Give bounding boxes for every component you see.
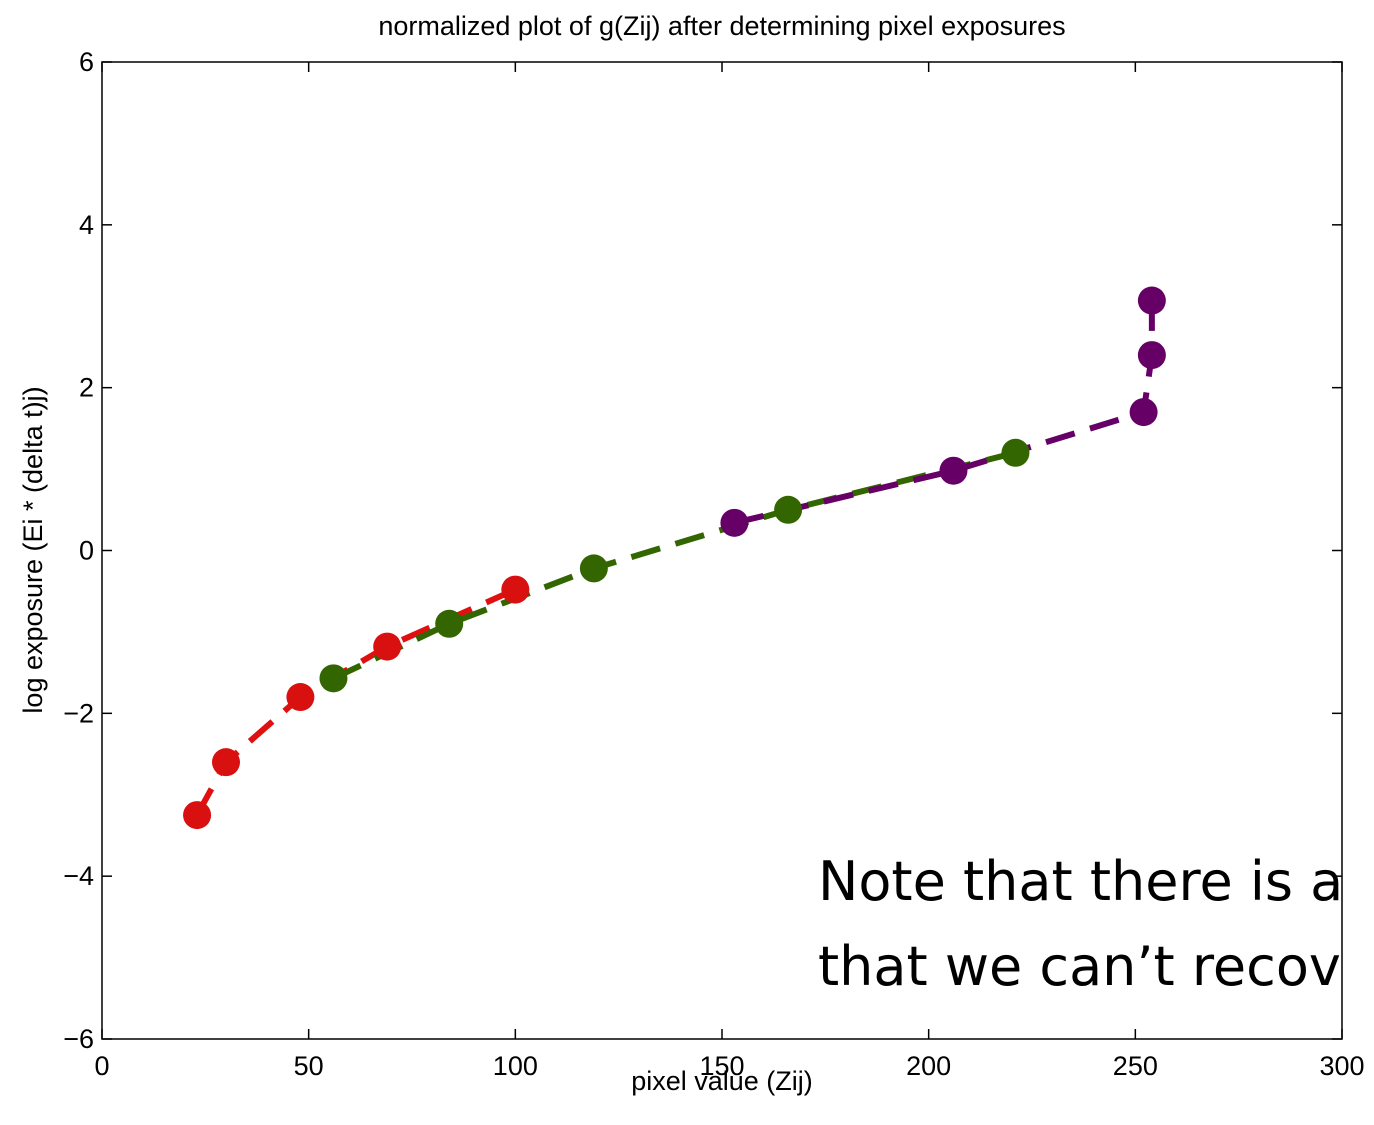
plot-markers: [183, 286, 1166, 830]
plot-lines: [194, 300, 1155, 817]
data-point-series-1: [183, 801, 212, 830]
series-line-3: [733, 300, 1155, 526]
series-line-2: [332, 449, 1017, 682]
data-point-series-1: [286, 683, 315, 712]
data-point-series-2: [774, 495, 803, 524]
x-tick-label: 150: [699, 1051, 744, 1081]
x-tick-label: 250: [1113, 1051, 1158, 1081]
x-tick-label: 100: [493, 1051, 538, 1081]
series-line-1: [194, 586, 517, 817]
data-point-series-2: [1001, 438, 1030, 467]
x-tick-label: 50: [294, 1051, 324, 1081]
x-axis-label: pixel value (Zij): [631, 1066, 813, 1096]
y-axis-label: log exposure (Ei * (delta t)j): [18, 386, 48, 713]
axis-tick-labels: 0 50 100 150 200 250 300 −6 −4 −2 0 2 4 6: [63, 47, 1364, 1081]
data-point-series-3: [939, 456, 968, 485]
x-tick-label: 300: [1319, 1051, 1364, 1081]
y-tick-label: −6: [63, 1024, 94, 1054]
note-line-1: Note that there is a: [818, 850, 1343, 913]
y-tick-label: −4: [63, 861, 94, 891]
y-tick-label: 0: [79, 536, 94, 566]
data-point-series-1: [373, 632, 402, 661]
data-point-series-1: [212, 748, 240, 777]
y-tick-label: 6: [79, 47, 94, 77]
y-tick-label: 4: [79, 210, 94, 240]
data-point-series-2: [579, 554, 608, 583]
x-tick-label: 200: [906, 1051, 951, 1081]
y-tick-label: 2: [79, 373, 94, 403]
data-point-series-3: [1137, 341, 1166, 370]
data-point-series-2: [319, 664, 348, 693]
data-point-series-3: [720, 508, 749, 537]
data-point-series-1: [501, 575, 530, 604]
data-point-series-3: [1137, 286, 1166, 315]
data-point-series-2: [435, 609, 464, 638]
data-point-series-3: [1129, 398, 1158, 427]
y-tick-label: −2: [63, 698, 94, 728]
chart-title: normalized plot of g(Zij) after determin…: [378, 11, 1065, 41]
x-tick-label: 0: [94, 1051, 109, 1081]
axis-ticks: [101, 61, 1343, 1040]
note-line-2: that we can’t recov: [818, 935, 1341, 998]
